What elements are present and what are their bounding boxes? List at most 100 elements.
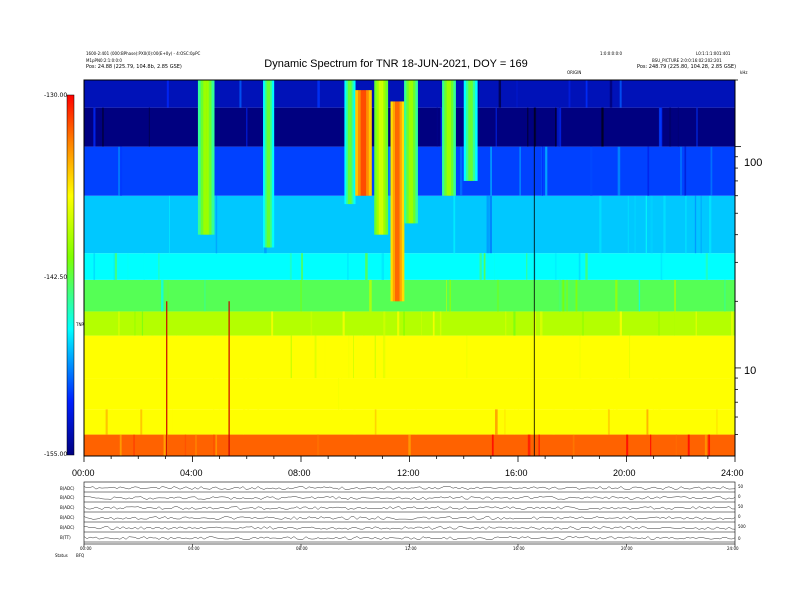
spectrum-texture bbox=[494, 253, 495, 280]
y-axis-right bbox=[735, 79, 741, 435]
spectrum-texture bbox=[93, 253, 96, 280]
spectrum-texture bbox=[658, 378, 661, 410]
spectrum-texture bbox=[541, 146, 543, 196]
spectrum-texture bbox=[652, 378, 655, 410]
x-axis bbox=[83, 456, 736, 462]
lower-x-tick: 00:00 bbox=[80, 546, 92, 551]
spectrum-texture bbox=[374, 409, 377, 435]
radio-burst bbox=[200, 80, 204, 235]
spectrum-texture bbox=[133, 434, 135, 456]
spectrum-texture bbox=[514, 409, 516, 435]
spectrum-texture bbox=[627, 195, 629, 254]
spectrum-texture bbox=[730, 378, 733, 410]
spectrum-texture bbox=[415, 409, 417, 435]
radio-burst bbox=[351, 80, 354, 205]
lower-right-tick: 0 bbox=[738, 494, 741, 499]
spectrum-texture bbox=[575, 279, 578, 312]
spectrum-texture bbox=[713, 335, 715, 379]
radio-burst bbox=[263, 80, 266, 248]
lower-right-tick: 50 bbox=[738, 504, 744, 509]
spectrum-texture bbox=[585, 253, 588, 280]
spectrum-texture bbox=[650, 195, 653, 254]
spectrum-texture bbox=[619, 80, 622, 108]
colorbar-tick-bottom: -155.00 bbox=[44, 451, 68, 458]
header-right-line2: L0:1:1:1:001:401 bbox=[696, 51, 731, 56]
spectrum-texture bbox=[483, 253, 486, 280]
spectrum-texture bbox=[490, 146, 492, 196]
spectrum-texture bbox=[218, 378, 220, 410]
spectrum-texture bbox=[449, 279, 451, 312]
spectrum-texture bbox=[148, 107, 151, 147]
spectrum-texture bbox=[176, 335, 178, 379]
spectrum-texture bbox=[348, 335, 350, 379]
spectrum-texture bbox=[184, 434, 187, 456]
spectrum-texture bbox=[212, 378, 215, 410]
spectrum-texture bbox=[246, 107, 248, 147]
spectrum-texture bbox=[314, 335, 317, 379]
header-right-line3: BSU_PICTURE 2:0:0:16:02:202:201 bbox=[652, 58, 722, 63]
radio-burst bbox=[357, 90, 361, 196]
radio-burst bbox=[266, 80, 269, 248]
spectrum-texture bbox=[466, 335, 468, 379]
x-tick-label: 12:00 bbox=[397, 468, 420, 478]
spectrum-band bbox=[84, 311, 735, 336]
spectrum-texture bbox=[613, 378, 614, 410]
spectrum-texture bbox=[139, 335, 141, 379]
lower-right-tick: 0 bbox=[738, 514, 741, 519]
radio-burst bbox=[349, 80, 352, 205]
spectrum-texture bbox=[120, 146, 123, 196]
lower-panel-label: B(ADC) bbox=[60, 505, 75, 510]
spectrum-texture bbox=[239, 80, 242, 108]
radio-burst bbox=[453, 80, 456, 196]
spectrum-texture bbox=[517, 378, 519, 410]
footer-status-label: Status bbox=[55, 553, 68, 558]
spectrum-texture bbox=[527, 107, 529, 147]
spectrum-texture bbox=[658, 311, 660, 336]
spectrum-texture bbox=[243, 378, 246, 410]
radio-burst bbox=[348, 80, 351, 205]
radio-burst bbox=[451, 80, 454, 196]
spectrum-texture bbox=[566, 279, 568, 312]
spectrum-texture bbox=[540, 335, 542, 379]
spectrum-texture bbox=[660, 253, 663, 280]
spectrum-texture bbox=[708, 434, 711, 456]
radio-burst bbox=[470, 80, 474, 181]
lower-x-tick: 20:00 bbox=[621, 546, 633, 551]
radio-burst bbox=[197, 80, 201, 235]
spectrum-texture bbox=[669, 107, 672, 147]
lower-x-tick: 16:00 bbox=[513, 546, 525, 551]
spectrum-texture bbox=[362, 335, 365, 379]
spectrum-texture bbox=[166, 80, 169, 108]
radio-burst bbox=[366, 90, 370, 196]
radio-burst bbox=[408, 80, 412, 224]
spectrum-texture bbox=[338, 378, 340, 410]
spectrum-texture bbox=[705, 434, 707, 456]
radio-burst bbox=[346, 80, 349, 205]
lower-panel-label: B(ADC) bbox=[60, 525, 75, 530]
spectrum-texture bbox=[383, 311, 386, 336]
spectrum-texture bbox=[136, 409, 137, 435]
spectrum-texture bbox=[491, 434, 494, 456]
radio-burst bbox=[385, 80, 389, 235]
spectrum-texture bbox=[93, 107, 96, 147]
spectrum-texture bbox=[590, 146, 593, 196]
x-tick-label: 04:00 bbox=[180, 468, 203, 478]
radio-burst bbox=[466, 80, 469, 181]
radio-burst bbox=[374, 80, 377, 235]
spectrum-texture bbox=[257, 378, 260, 410]
spectrum-texture bbox=[477, 80, 479, 108]
spectrum-texture bbox=[650, 434, 652, 456]
spectrum-texture bbox=[455, 409, 457, 435]
spectrum-texture bbox=[700, 195, 702, 254]
spectrum-texture bbox=[626, 434, 629, 456]
spectrum-texture bbox=[151, 335, 154, 379]
spectrum-texture bbox=[436, 107, 438, 147]
spectrum-texture bbox=[446, 279, 447, 312]
spectrum-texture bbox=[715, 409, 718, 435]
spectrum-texture bbox=[213, 434, 215, 456]
spectrum-texture bbox=[167, 279, 169, 312]
spectrum-texture bbox=[562, 335, 564, 379]
spectrum-texture bbox=[558, 107, 562, 147]
spectrum-texture bbox=[119, 434, 122, 456]
spectrum-texture bbox=[572, 409, 576, 435]
